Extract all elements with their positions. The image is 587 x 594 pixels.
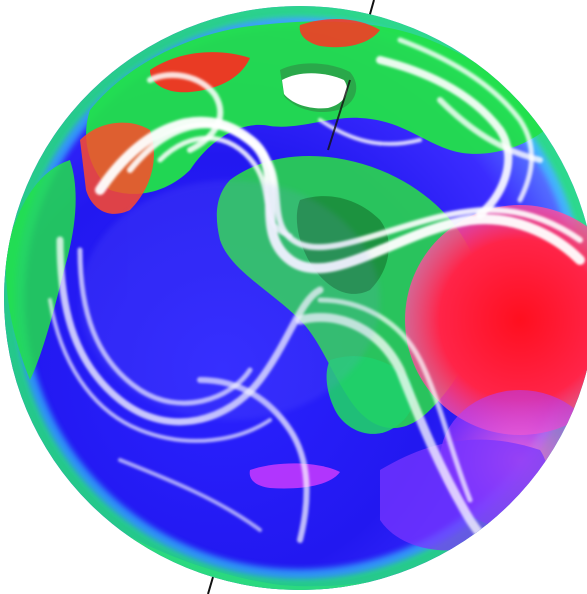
- magenta-strip: [249, 463, 340, 489]
- red-north-west: [150, 52, 250, 93]
- red-north-top: [299, 18, 380, 48]
- ice-cap: [282, 73, 348, 109]
- axis-line-overlay: [327, 79, 351, 151]
- land-left-rim: [5, 160, 76, 380]
- gloss: [80, 180, 380, 420]
- land-central: [326, 356, 414, 434]
- land-bottom-rim: [100, 520, 450, 590]
